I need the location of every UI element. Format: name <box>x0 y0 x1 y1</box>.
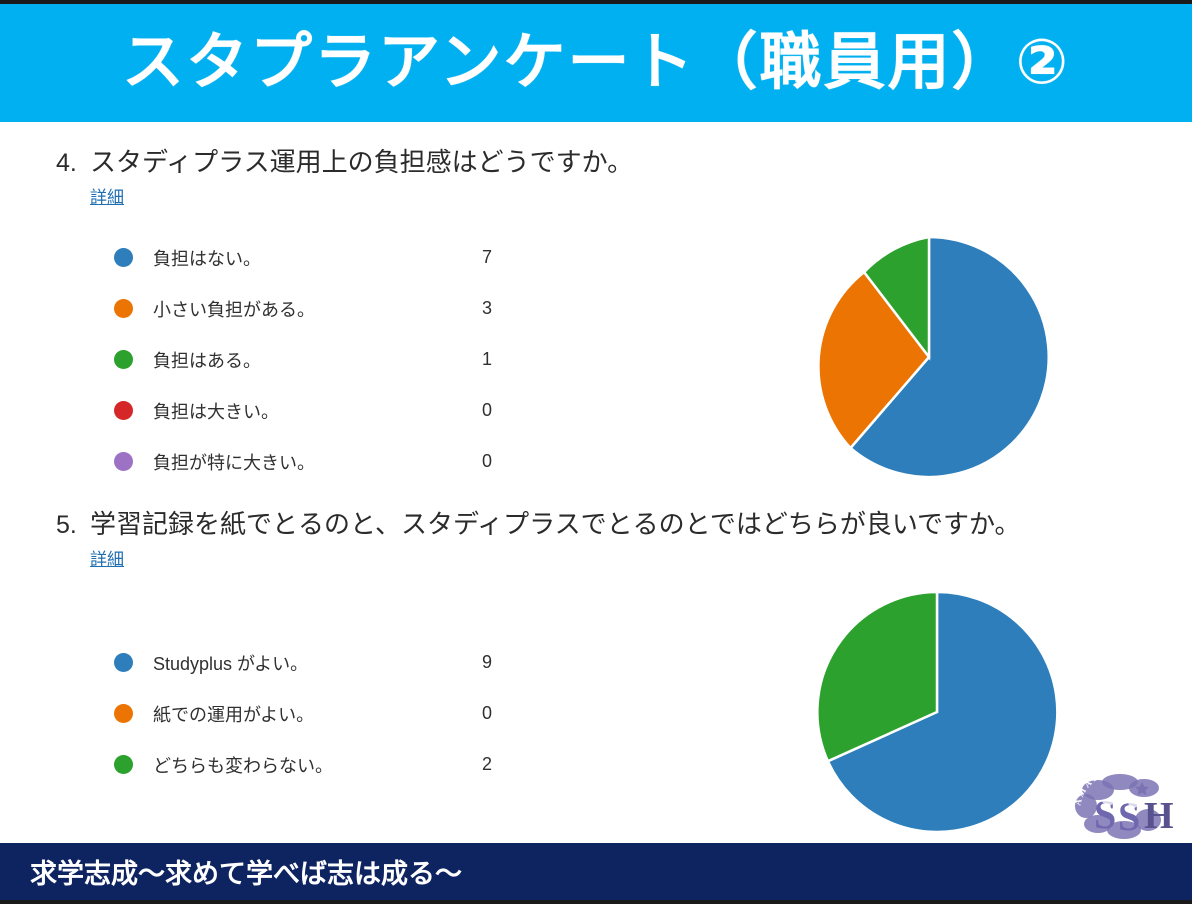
legend-value: 3 <box>482 298 493 318</box>
top-divider <box>0 0 1192 4</box>
logo-ssh-text-2: S <box>1118 794 1140 839</box>
legend-label: Studyplus がよい。 <box>153 653 309 674</box>
legend-label: 負担は大きい。 <box>153 401 279 422</box>
legend-value: 2 <box>482 754 493 774</box>
legend-swatch-circle-icon <box>114 704 133 723</box>
pie-slice-green <box>862 237 931 361</box>
legend-swatch-circle-icon <box>114 452 133 471</box>
legend-swatch-circle-icon <box>114 401 133 420</box>
question-5-detail-link[interactable]: 詳細 <box>90 550 124 570</box>
legend-label: どちらも変わらない。 <box>153 755 333 776</box>
legend-swatch-circle-icon <box>114 653 133 672</box>
legend-question-5: Studyplus がよい。 9 紙での運用がよい。 0 どちらも変わらない。 … <box>92 637 522 790</box>
legend-value: 0 <box>482 400 493 420</box>
legend-swatch-circle-icon <box>114 248 133 267</box>
legend-label: 紙での運用がよい。 <box>153 704 315 725</box>
question-5-text: 学習記録を紙でとるのと、スタディプラスでとるのとではどちらが良いですか。 <box>90 509 1021 539</box>
bottom-divider <box>0 900 1192 904</box>
amakusa-ssh-crest-icon: AMAKUSA S S H <box>1072 772 1174 839</box>
legend-item: どちらも変わらない。 2 <box>92 739 522 790</box>
legend-item: 小さい負担がある。 3 <box>92 283 522 334</box>
legend-value: 9 <box>482 652 493 672</box>
question-4-text: スタディプラス運用上の負担感はどうですか。 <box>90 147 634 177</box>
question-4-heading: 4. スタディプラス運用上の負担感はどうですか。 <box>56 146 633 179</box>
legend-swatch-circle-icon <box>114 350 133 369</box>
question-5-number: 5. <box>56 511 77 539</box>
legend-swatch-circle-icon <box>114 755 133 774</box>
question-block-5: 5. 学習記録を紙でとるのと、スタディプラスでとるのとではどちらが良いですか。 … <box>56 508 1021 570</box>
legend-item: 負担が特に大きい。 0 <box>92 436 522 487</box>
legend-item: 負担はない。 7 <box>92 232 522 283</box>
pie-slice-green <box>817 592 939 763</box>
slide-footer: 求学志成〜求めて学べば志は成る〜 <box>0 843 1192 900</box>
legend-label: 負担が特に大きい。 <box>153 452 315 473</box>
question-5-heading: 5. 学習記録を紙でとるのと、スタディプラスでとるのとではどちらが良いですか。 <box>56 508 1021 541</box>
pie-slice-blue <box>848 237 1049 477</box>
pie-chart-question-4 <box>809 237 1049 477</box>
legend-item: 紙での運用がよい。 0 <box>92 688 522 739</box>
footer-motto: 求学志成〜求めて学べば志は成る〜 <box>30 859 462 889</box>
legend-item: 負担はある。 1 <box>92 334 522 385</box>
pie-slice-orange <box>817 270 931 450</box>
legend-item: 負担は大きい。 0 <box>92 385 522 436</box>
pie-chart-question-5 <box>817 592 1057 832</box>
legend-value: 0 <box>482 451 493 471</box>
legend-question-4: 負担はない。 7 小さい負担がある。 3 負担はある。 1 負担は大きい。 0 … <box>92 232 522 487</box>
legend-swatch-circle-icon <box>114 299 133 318</box>
legend-label: 負担はある。 <box>153 350 261 371</box>
logo-ssh-text: S <box>1094 792 1116 837</box>
pie-chart-question-4-svg <box>817 237 1049 477</box>
legend-value: 7 <box>482 247 493 267</box>
legend-value: 0 <box>482 703 493 723</box>
question-4-detail-link[interactable]: 詳細 <box>90 188 124 208</box>
school-logo: AMAKUSA S S H <box>1068 772 1186 842</box>
pie-chart-question-5-svg <box>817 592 1057 832</box>
page-title: スタプラアンケート（職員用）② <box>121 28 1070 97</box>
logo-ssh-text-3: H <box>1144 795 1174 837</box>
pie-slice-blue <box>826 592 1057 832</box>
question-block-4: 4. スタディプラス運用上の負担感はどうですか。 詳細 <box>56 146 633 208</box>
legend-label: 負担はない。 <box>153 248 261 269</box>
slide-header: スタプラアンケート（職員用）② <box>0 4 1192 122</box>
question-4-number: 4. <box>56 149 77 177</box>
legend-label: 小さい負担がある。 <box>153 299 315 320</box>
legend-value: 1 <box>482 349 493 369</box>
legend-item: Studyplus がよい。 9 <box>92 637 522 688</box>
